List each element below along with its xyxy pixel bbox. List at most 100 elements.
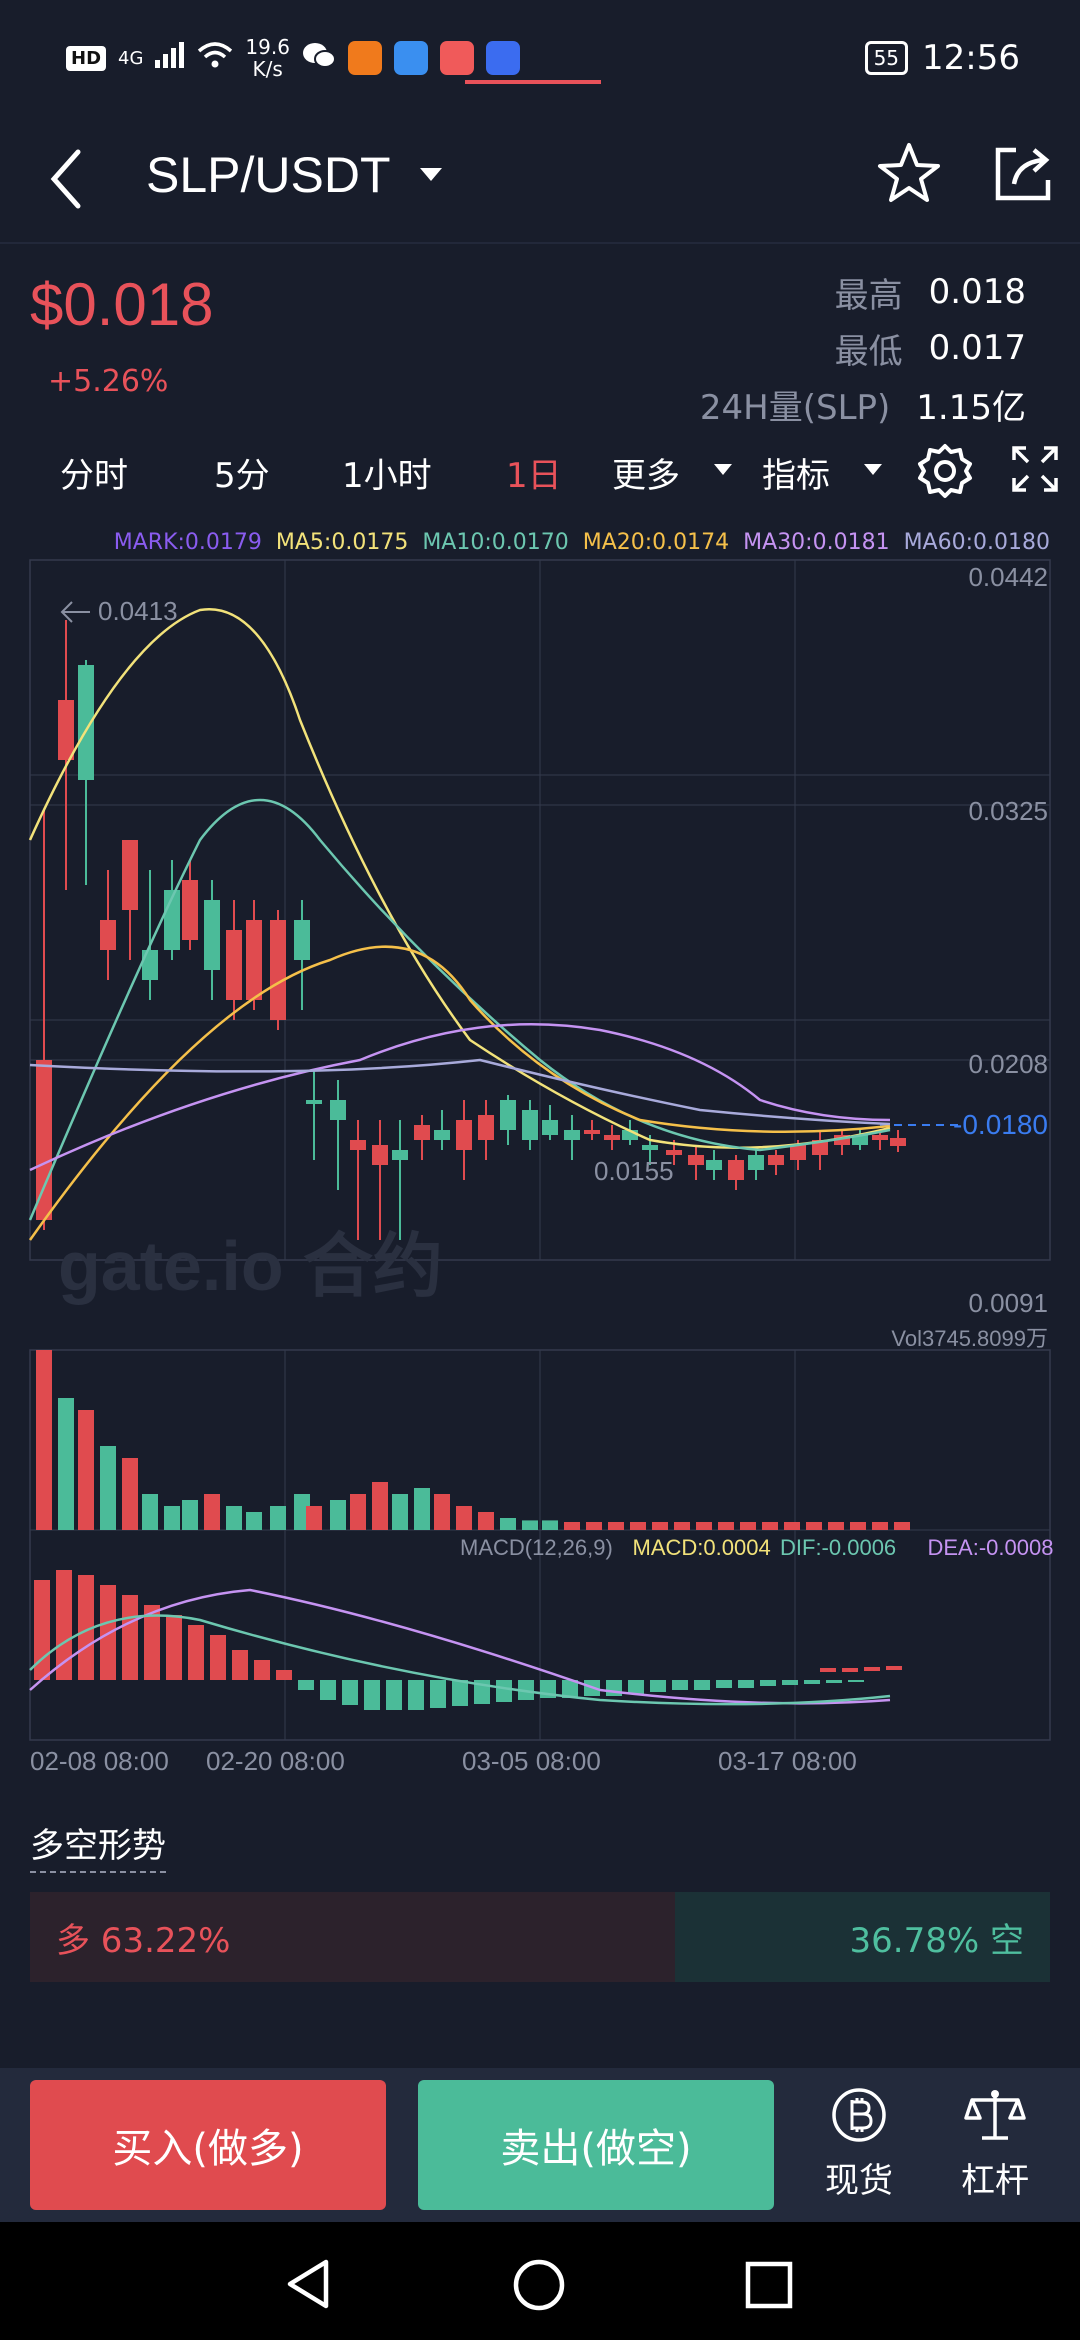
volume-bar xyxy=(350,1494,366,1530)
candle-body xyxy=(246,920,262,1000)
macd-bar xyxy=(804,1680,820,1684)
candle-body xyxy=(642,1145,658,1150)
tab-timeshare[interactable]: 分时 xyxy=(60,456,128,496)
macd-bar xyxy=(276,1670,292,1680)
candle-body xyxy=(434,1130,450,1140)
x-axis-label: 02-20 08:00 xyxy=(206,1746,345,1776)
macd-bar xyxy=(820,1668,836,1672)
margin-button[interactable]: 杠杆 xyxy=(940,2086,1050,2202)
candle-body xyxy=(100,920,116,950)
candle-body xyxy=(790,1145,806,1160)
timeframe-tabs: 分时 5分 1小时 1日 更多 指标 xyxy=(0,430,1080,510)
macd-bar xyxy=(188,1625,204,1680)
y-tick-label: 0.0325 xyxy=(968,796,1048,826)
nav-home-icon[interactable] xyxy=(512,2258,566,2312)
pair-selector[interactable]: SLP/USDT xyxy=(146,147,391,203)
high-value: 0.018 xyxy=(928,272,1026,312)
macd-bar xyxy=(738,1680,754,1688)
y-tick-label: 0.0091 xyxy=(968,1288,1048,1318)
candle-body xyxy=(666,1150,682,1155)
kline-chart[interactable]: 0.0442 0.0325 0.0208 0.0091 -0.0180 0.0413 0.0… xyxy=(0,540,1080,1780)
candle-body xyxy=(414,1125,430,1140)
candle-body xyxy=(688,1155,704,1165)
favorite-button[interactable] xyxy=(876,140,942,210)
volume-bar xyxy=(306,1506,322,1530)
macd-bar xyxy=(342,1680,358,1705)
tab-more[interactable]: 更多 xyxy=(612,456,680,496)
spot-label: 现货 xyxy=(825,2161,893,2201)
macd-legend-label: MACD:0.0004 xyxy=(633,1535,771,1560)
last-price: $0.018 xyxy=(30,271,214,338)
volume-bar xyxy=(78,1410,94,1530)
bulb-app-icon xyxy=(485,41,520,75)
candle-body xyxy=(812,1140,828,1155)
volume-bar xyxy=(330,1500,346,1530)
volume-bar xyxy=(182,1500,198,1530)
macd-bar xyxy=(364,1680,380,1710)
volume-bar xyxy=(630,1522,646,1530)
tab-1day[interactable]: 1日 xyxy=(506,456,562,496)
macd-bar xyxy=(122,1595,138,1680)
candle-body xyxy=(58,700,74,760)
tab-1hour[interactable]: 1小时 xyxy=(342,456,432,496)
network-type: 4G xyxy=(118,47,144,69)
max-price-label: 0.0413 xyxy=(98,596,178,626)
ma-legend: MARK:0.0179 MA5:0.0175 MA10:0.0170 MA20:0.0… xyxy=(114,530,1050,555)
candle-body xyxy=(852,1135,868,1145)
sell-short-button[interactable]: 卖出(做空) xyxy=(418,2080,774,2210)
settings-button[interactable] xyxy=(916,442,974,504)
candle-body xyxy=(36,1060,52,1220)
nav-back-icon[interactable] xyxy=(284,2258,332,2310)
sub-chart-frame xyxy=(29,1349,1051,1741)
back-button[interactable] xyxy=(44,144,94,214)
network-speed: 19.6 K/s xyxy=(245,36,290,80)
pair-caret-icon[interactable] xyxy=(420,168,442,181)
candle-body xyxy=(706,1160,722,1170)
macd-bar xyxy=(320,1680,336,1700)
bitcoin-icon xyxy=(832,2088,886,2142)
share-icon xyxy=(995,147,1051,201)
share-button[interactable] xyxy=(990,140,1056,210)
macd-bar xyxy=(716,1680,732,1688)
indicators-caret-icon[interactable] xyxy=(864,464,882,475)
x-axis-label: 03-05 08:00 xyxy=(462,1746,601,1776)
macd-bar xyxy=(56,1570,72,1680)
y-tick-label: 0.0442 xyxy=(968,562,1048,592)
max-arrow-icon xyxy=(60,601,73,623)
candle-body xyxy=(392,1150,408,1160)
candle-body xyxy=(564,1130,580,1140)
spot-button[interactable]: 现货 xyxy=(804,2086,914,2202)
header: SLP/USDT xyxy=(0,120,1080,244)
nav-recents-icon[interactable] xyxy=(744,2260,794,2310)
candle-body xyxy=(122,840,138,910)
macd-bar xyxy=(408,1680,424,1710)
tab-5min[interactable]: 5分 xyxy=(214,456,270,496)
fullscreen-icon xyxy=(1012,446,1058,492)
volume-bar xyxy=(872,1522,888,1530)
back-arrow-icon xyxy=(50,149,81,209)
macd-bar xyxy=(842,1668,858,1672)
candle-body xyxy=(522,1110,538,1140)
volume-bar xyxy=(608,1522,624,1530)
tab-indicators[interactable]: 指标 xyxy=(762,456,830,496)
candle-body xyxy=(226,930,242,1000)
wechat-icon xyxy=(302,40,336,76)
macd-bar xyxy=(864,1667,880,1671)
volume-bar xyxy=(478,1512,494,1530)
volume-bar xyxy=(392,1494,408,1530)
low-label: 最低 xyxy=(834,331,903,372)
volume-bar xyxy=(718,1522,734,1530)
candle-body xyxy=(872,1135,888,1140)
more-caret-icon[interactable] xyxy=(714,464,732,475)
macd-bar xyxy=(782,1680,798,1685)
volume-bar xyxy=(372,1482,388,1530)
fullscreen-button[interactable] xyxy=(1010,444,1060,498)
legend-item: MA5:0.0175 xyxy=(275,530,409,555)
volume-bar xyxy=(542,1520,558,1530)
clock: 12:56 xyxy=(922,38,1020,78)
legend-item: MA60:0.0180 xyxy=(903,530,1050,555)
watermark: gate.io 合约 xyxy=(58,1227,444,1305)
long-short-title[interactable]: 多空形势 xyxy=(30,1818,166,1873)
buy-long-button[interactable]: 买入(做多) xyxy=(30,2080,386,2210)
ma5-line xyxy=(28,607,891,1149)
